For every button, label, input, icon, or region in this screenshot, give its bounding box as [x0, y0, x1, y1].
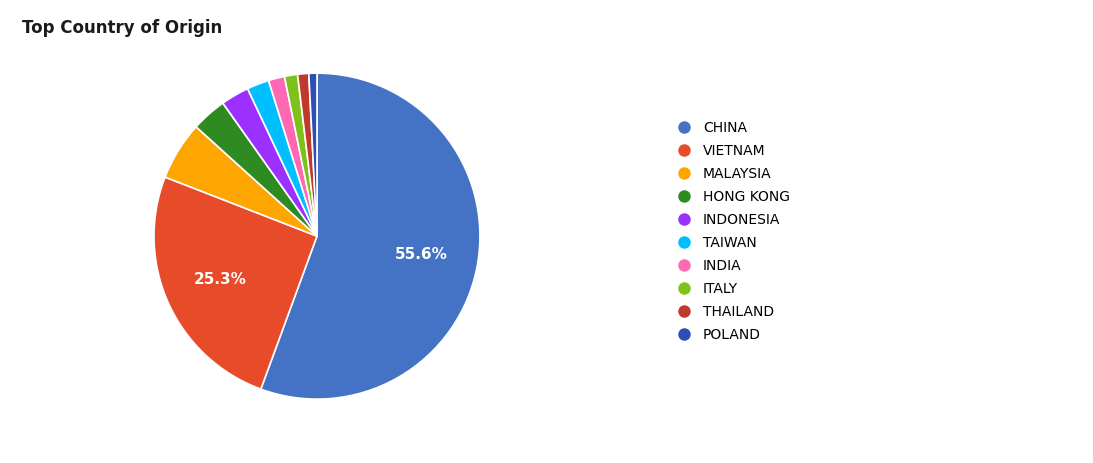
Wedge shape — [309, 73, 317, 236]
Wedge shape — [261, 73, 480, 399]
Wedge shape — [297, 73, 317, 236]
Text: Top Country of Origin: Top Country of Origin — [22, 19, 222, 37]
Text: 25.3%: 25.3% — [193, 272, 247, 287]
Wedge shape — [269, 76, 317, 236]
Wedge shape — [223, 89, 317, 236]
Text: 55.6%: 55.6% — [395, 247, 448, 262]
Legend: CHINA, VIETNAM, MALAYSIA, HONG KONG, INDONESIA, TAIWAN, INDIA, ITALY, THAILAND, : CHINA, VIETNAM, MALAYSIA, HONG KONG, IND… — [662, 114, 797, 349]
Wedge shape — [248, 81, 317, 236]
Wedge shape — [284, 75, 317, 236]
Wedge shape — [196, 103, 317, 236]
Wedge shape — [165, 127, 317, 236]
Wedge shape — [154, 177, 317, 389]
